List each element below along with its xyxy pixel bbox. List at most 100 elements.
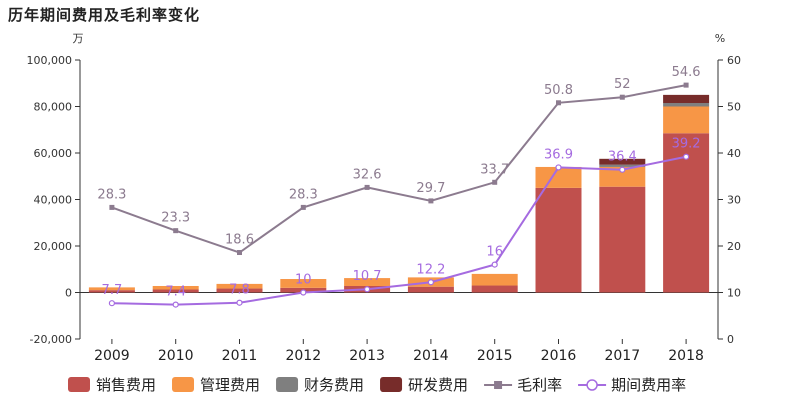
- bar-3: [663, 103, 710, 107]
- series-point: [300, 289, 307, 296]
- bar-4: [599, 158, 646, 165]
- bar-2: [535, 166, 582, 188]
- x-tick-label: 2014: [413, 348, 449, 364]
- data-label: 23.3: [161, 211, 190, 226]
- series-point: [492, 179, 498, 185]
- series-point: [556, 100, 561, 106]
- data-label: 16: [486, 245, 503, 260]
- series-point: [682, 153, 690, 160]
- data-label: 18.6: [225, 233, 254, 248]
- x-tick-label: 2016: [541, 348, 577, 364]
- y2-tick-label: 40: [727, 147, 741, 160]
- legend-label: 财务费用: [304, 376, 364, 394]
- y2-tick-label: 60: [727, 54, 741, 67]
- x-tick-label: 2017: [604, 348, 640, 364]
- data-label: 7.8: [229, 283, 250, 298]
- y-tick-label: 80,000: [34, 101, 73, 114]
- series-point: [237, 250, 242, 256]
- legend-marker: [586, 379, 598, 391]
- bar-1: [88, 290, 135, 293]
- bar-2: [344, 278, 391, 286]
- series-point: [683, 82, 689, 88]
- bar-2: [216, 283, 263, 289]
- y-axis-unit: 万: [73, 32, 84, 45]
- legend-label: 毛利率: [517, 376, 562, 394]
- data-label: 36.4: [608, 150, 637, 165]
- legend-label: 管理费用: [200, 376, 260, 394]
- legend-swatch: [276, 377, 299, 392]
- data-label: 28.3: [289, 187, 318, 202]
- legend-label: 研发费用: [408, 376, 468, 394]
- legend-label: 期间费用率: [611, 376, 686, 394]
- series-point: [236, 299, 243, 306]
- x-tick-label: 2012: [285, 348, 321, 364]
- legend-swatch: [68, 377, 90, 392]
- y-tick-label: 40,000: [34, 194, 73, 207]
- data-label: 10.7: [353, 269, 382, 284]
- bar-2: [599, 166, 646, 187]
- data-label: 39.2: [672, 137, 701, 152]
- series-point: [428, 198, 434, 204]
- bar-1: [152, 289, 199, 293]
- y-tick-label: 0: [65, 287, 72, 300]
- data-label: 7.4: [165, 285, 186, 300]
- y2-tick-label: 20: [727, 240, 741, 253]
- series-line-1: [111, 84, 687, 254]
- bar-1: [216, 288, 263, 293]
- data-label: 28.3: [97, 187, 126, 202]
- legend-marker: [494, 381, 503, 389]
- data-labels: 28.3 23.3 18.6 28.3 32.6 29.7 33.7 50.8 52 54.6 7.…: [97, 65, 700, 299]
- bar-2: [280, 279, 327, 288]
- data-label: 50.8: [544, 83, 573, 98]
- data-label: 36.9: [544, 147, 573, 162]
- bar-1: [599, 186, 646, 293]
- bar-4: [663, 94, 710, 104]
- legend-swatch: [172, 377, 195, 392]
- chart-title: 历年期间费用及毛利率变化: [8, 6, 201, 24]
- y2-tick-label: 30: [727, 194, 741, 207]
- bar-2: [152, 285, 199, 290]
- bar-2: [663, 106, 710, 134]
- y2-tick-label: 10: [727, 287, 741, 300]
- series-point: [300, 204, 306, 210]
- data-label: 7.7: [102, 283, 123, 298]
- series-point: [427, 279, 434, 286]
- data-label: 52: [614, 77, 631, 92]
- y-tick-label: 60,000: [34, 147, 73, 160]
- bar-1: [407, 286, 454, 293]
- series-line-2: [111, 155, 687, 306]
- bar-1: [535, 187, 582, 293]
- series-point: [619, 166, 626, 173]
- lines: [108, 82, 690, 308]
- series-point: [173, 228, 179, 234]
- data-label: 54.6: [672, 65, 701, 80]
- series-point: [364, 184, 370, 190]
- y2-tick-label: 50: [727, 101, 741, 114]
- series-point: [491, 261, 498, 268]
- y-tick-label: 20,000: [34, 240, 73, 253]
- y2-axis-unit: %: [715, 32, 725, 45]
- series-point: [172, 301, 179, 308]
- data-label: 29.7: [416, 181, 445, 196]
- series-point: [619, 94, 625, 100]
- bar-2: [471, 273, 518, 286]
- data-label: 32.6: [353, 167, 382, 182]
- series-point: [108, 300, 116, 307]
- x-tick-label: 2013: [349, 348, 385, 364]
- series-point: [109, 204, 115, 210]
- data-label: 10: [295, 273, 312, 288]
- bars: [88, 94, 710, 293]
- series-point: [555, 164, 562, 171]
- x-tick-label: 2015: [477, 348, 513, 364]
- y-tick-label: 100,000: [27, 54, 73, 67]
- x-tick-label: 2018: [668, 348, 704, 364]
- series-point: [364, 286, 371, 293]
- x-tick-label: 2010: [158, 348, 194, 364]
- legend: 销售费用 管理费用 财务费用 研发费用 毛利率 期间费用率: [68, 376, 686, 394]
- bar-3: [599, 164, 646, 167]
- x-tick-label: 2011: [222, 348, 258, 364]
- data-label: 12.2: [416, 262, 445, 277]
- legend-label: 销售费用: [96, 376, 156, 394]
- bar-1: [471, 285, 518, 293]
